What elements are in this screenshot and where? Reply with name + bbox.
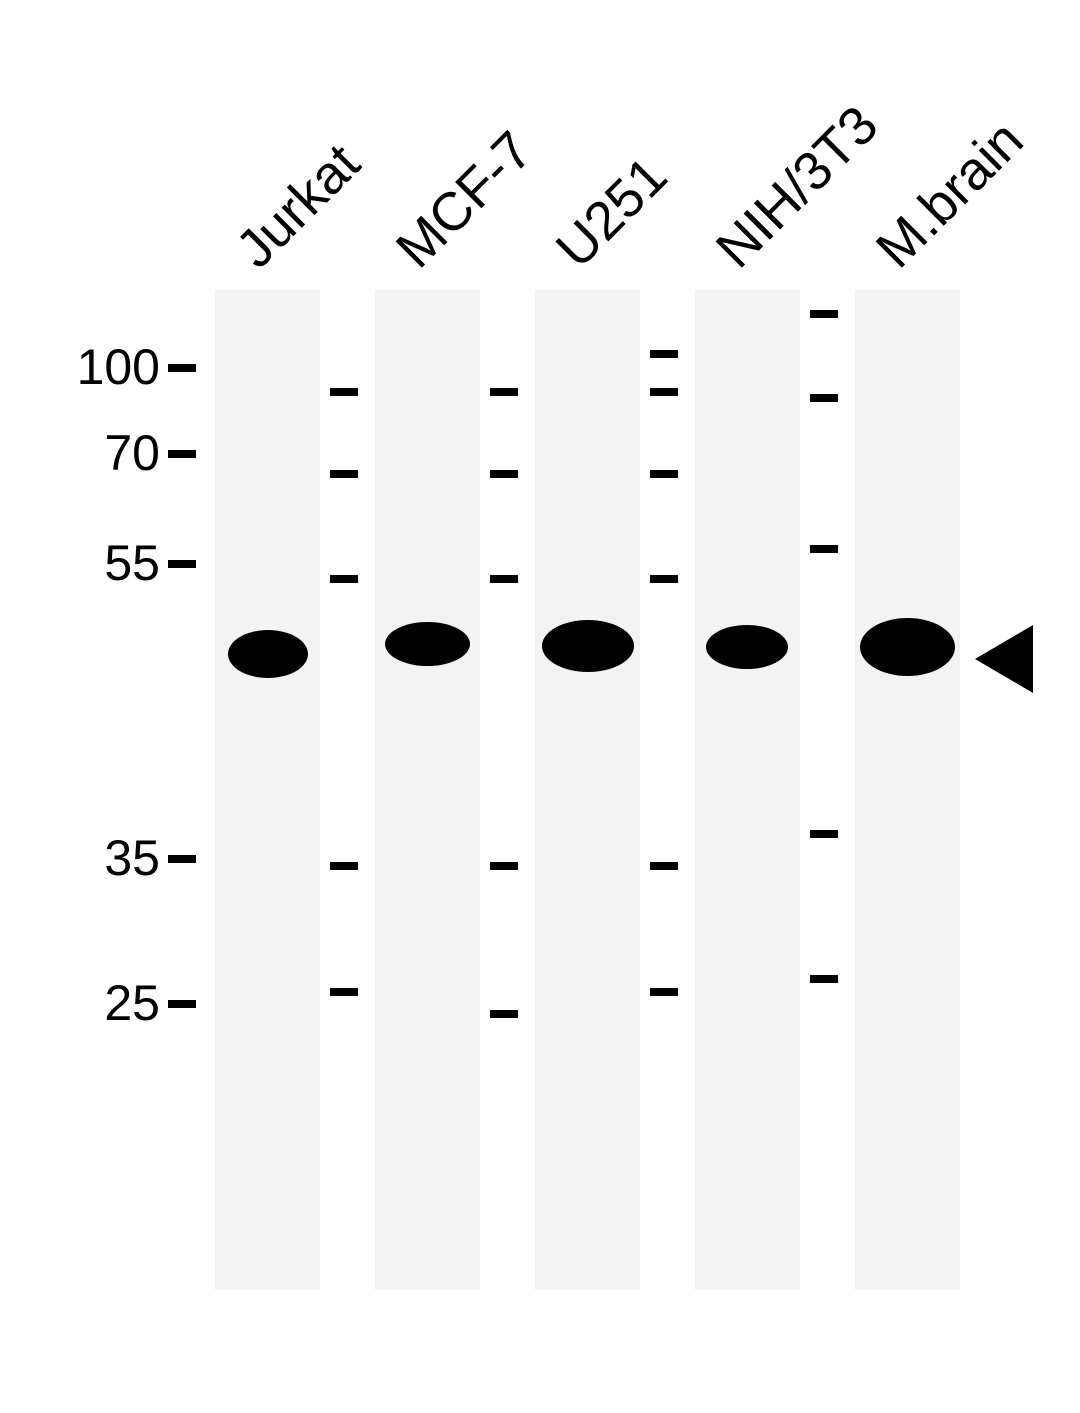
marker-tick	[650, 988, 678, 996]
marker-tick	[330, 862, 358, 870]
lane-nih3t3: NIH/3T3	[695, 290, 800, 1290]
marker-tick	[330, 575, 358, 583]
marker-tick	[810, 975, 838, 983]
mw-label-55: 55	[40, 534, 160, 592]
marker-tick	[490, 862, 518, 870]
marker-tick	[810, 310, 838, 318]
mw-label-100: 100	[40, 338, 160, 396]
lane-jurkat: Jurkat	[215, 290, 320, 1290]
western-blot-figure: 100 70 55 35 25 Jurkat MCF-7 U251 NIH/3T…	[0, 0, 1080, 1413]
mw-label-35: 35	[40, 829, 160, 887]
marker-tick	[810, 394, 838, 402]
marker-tick	[650, 350, 678, 358]
band-nih3t3	[706, 625, 788, 669]
marker-tick	[330, 470, 358, 478]
lane-bg	[535, 290, 640, 1290]
mw-tick	[168, 364, 196, 372]
marker-tick	[810, 830, 838, 838]
band-arrow-icon	[975, 625, 1033, 693]
lane-label: Jurkat	[224, 132, 372, 280]
marker-tick	[490, 470, 518, 478]
marker-tick	[650, 470, 678, 478]
lane-u251: U251	[535, 290, 640, 1290]
marker-tick	[650, 862, 678, 870]
marker-tick	[650, 575, 678, 583]
lane-bg	[855, 290, 960, 1290]
lane-label: U251	[544, 145, 679, 280]
lane-label: MCF-7	[384, 119, 545, 280]
marker-tick	[490, 575, 518, 583]
mw-tick	[168, 1000, 196, 1008]
lane-label: M.brain	[864, 109, 1035, 280]
band-jurkat	[228, 630, 308, 678]
lane-mbrain: M.brain	[855, 290, 960, 1290]
mw-label-25: 25	[40, 974, 160, 1032]
marker-tick	[490, 1010, 518, 1018]
marker-tick	[810, 545, 838, 553]
mw-tick	[168, 560, 196, 568]
lane-mcf7: MCF-7	[375, 290, 480, 1290]
marker-tick	[330, 388, 358, 396]
mw-tick	[168, 450, 196, 458]
lane-bg	[375, 290, 480, 1290]
marker-tick	[490, 388, 518, 396]
marker-tick	[650, 388, 678, 396]
mw-label-70: 70	[40, 424, 160, 482]
lane-bg	[215, 290, 320, 1290]
lane-bg	[695, 290, 800, 1290]
band-mbrain	[860, 618, 955, 676]
lane-label: NIH/3T3	[704, 94, 890, 280]
band-u251	[542, 620, 634, 672]
band-mcf7	[385, 622, 470, 666]
marker-tick	[330, 988, 358, 996]
mw-tick	[168, 855, 196, 863]
